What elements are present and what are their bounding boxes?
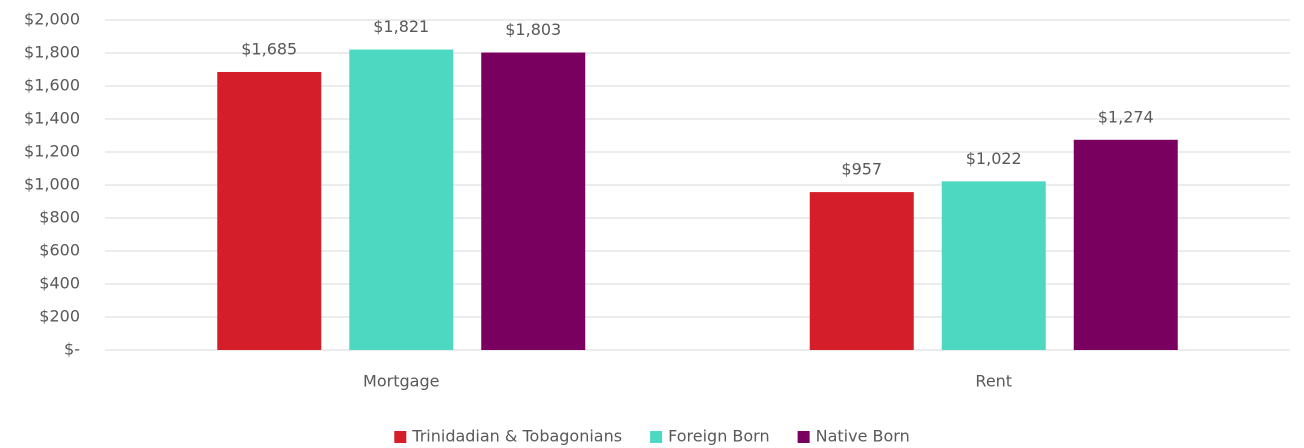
y-tick-label: $200	[39, 307, 80, 326]
data-label: $957	[841, 160, 882, 179]
y-tick-label: $800	[39, 208, 80, 227]
legend-label: Trinidadian & Tobagonians	[411, 427, 622, 446]
data-label: $1,274	[1098, 107, 1154, 126]
y-tick-label: $1,400	[24, 109, 80, 128]
data-label: $1,803	[505, 20, 561, 39]
y-tick-label: $1,000	[24, 175, 80, 194]
legend-swatch	[650, 431, 663, 443]
y-tick-label: $400	[39, 274, 80, 293]
y-tick-label: $-	[64, 340, 80, 359]
data-label: $1,685	[241, 39, 297, 58]
legend-label: Native Born	[816, 427, 910, 446]
x-tick-label: Mortgage	[363, 372, 439, 391]
y-tick-label: $1,600	[24, 76, 80, 95]
y-tick-label: $1,200	[24, 142, 80, 161]
legend-label: Foreign Born	[668, 427, 770, 446]
y-tick-label: $600	[39, 241, 80, 260]
bar	[941, 181, 1046, 350]
bar	[217, 71, 322, 350]
bar	[809, 192, 914, 350]
legend-swatch	[797, 431, 810, 443]
bar	[1073, 139, 1178, 350]
data-label: $1,022	[966, 149, 1022, 168]
data-label: $1,821	[373, 17, 429, 36]
legend-swatch	[394, 431, 407, 443]
y-tick-label: $1,800	[24, 43, 80, 62]
bar	[349, 49, 454, 350]
x-tick-label: Rent	[975, 372, 1012, 391]
bar	[481, 52, 586, 350]
y-tick-label: $2,000	[24, 10, 80, 29]
